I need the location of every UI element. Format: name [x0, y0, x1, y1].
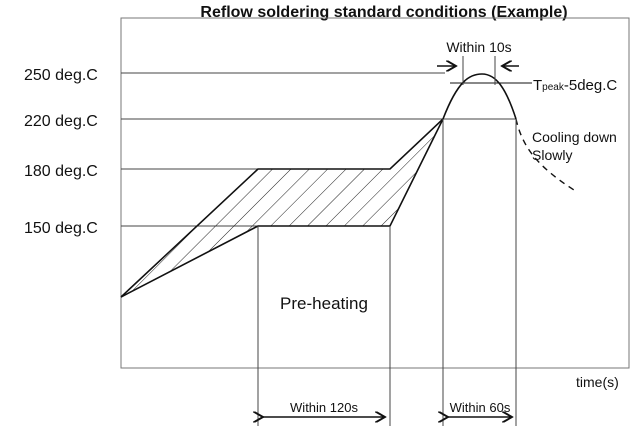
preheat-hatch [121, 119, 443, 297]
preheating-label: Pre-heating [280, 294, 368, 313]
within-60s-label: Within 60s [450, 400, 511, 415]
diagram-title: Reflow soldering standard conditions (Ex… [200, 4, 567, 21]
cooling-label-2: Slowly [532, 147, 572, 163]
lower-profile-line [120, 118, 444, 298]
y-label-220: 220 deg.C [24, 113, 98, 130]
within-120s-label: Within 120s [290, 400, 358, 415]
plot-frame [120, 17, 630, 369]
y-label-150: 150 deg.C [24, 220, 98, 237]
peak-curve [442, 73, 517, 120]
cooling-label-1: Cooling down [532, 129, 617, 145]
y-label-180: 180 deg.C [24, 163, 98, 180]
within-10s-label: Within 10s [446, 39, 511, 55]
tpeak-label: Tpeak-5deg.C [533, 77, 617, 94]
y-label-250: 250 deg.C [24, 67, 98, 84]
cooling-dashed-curve [515, 118, 575, 191]
upper-profile-line [120, 118, 444, 298]
x-axis-label: time(s) [576, 374, 619, 390]
